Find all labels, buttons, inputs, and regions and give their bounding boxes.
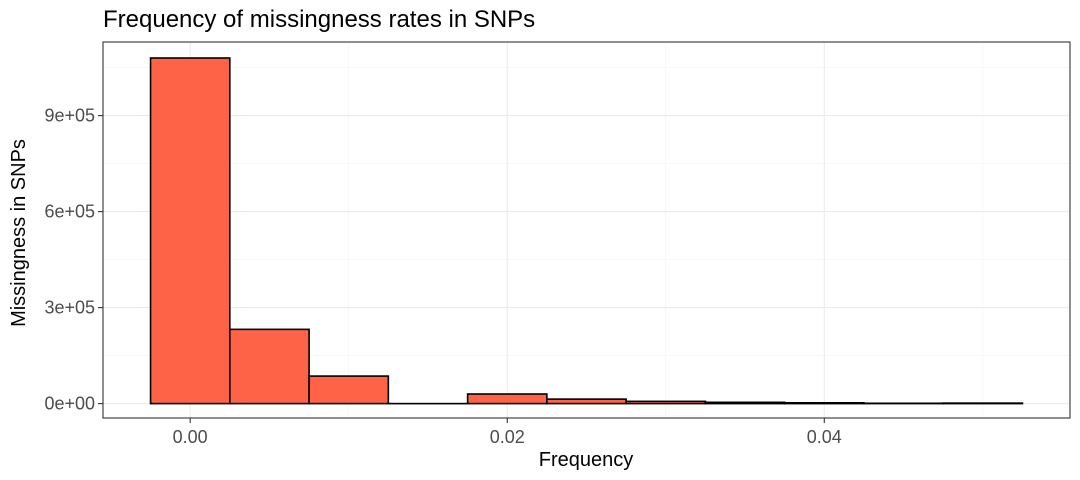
- histogram-bar: [149, 57, 231, 405]
- y-tick-label: 3e+05: [44, 298, 95, 318]
- y-tick-label: 9e+05: [44, 106, 95, 126]
- histogram-bar: [625, 400, 707, 405]
- y-tick-label: 0e+00: [44, 394, 95, 414]
- panel-border: [102, 41, 1071, 419]
- histogram-bar: [229, 328, 310, 405]
- bars: [149, 57, 1024, 405]
- x-tick-label: 0.04: [807, 427, 842, 447]
- x-axis-title: Frequency: [539, 449, 634, 471]
- histogram-bar: [466, 393, 548, 405]
- x-tick-label: 0.02: [490, 427, 525, 447]
- histogram-bar: [704, 401, 786, 405]
- histogram-bar: [546, 398, 627, 405]
- x-axis: 0.00 0.02 0.04: [173, 418, 842, 447]
- y-tick-label: 6e+05: [44, 202, 95, 222]
- chart-title: Frequency of missingness rates in SNPs: [103, 6, 535, 33]
- x-tick-label: 0.00: [173, 427, 208, 447]
- histogram-bar: [783, 401, 865, 405]
- histogram-bar: [308, 375, 390, 405]
- y-axis-title: Missingness in SNPs: [8, 139, 30, 327]
- y-axis: 0e+00 3e+05 6e+05 9e+05: [44, 106, 103, 414]
